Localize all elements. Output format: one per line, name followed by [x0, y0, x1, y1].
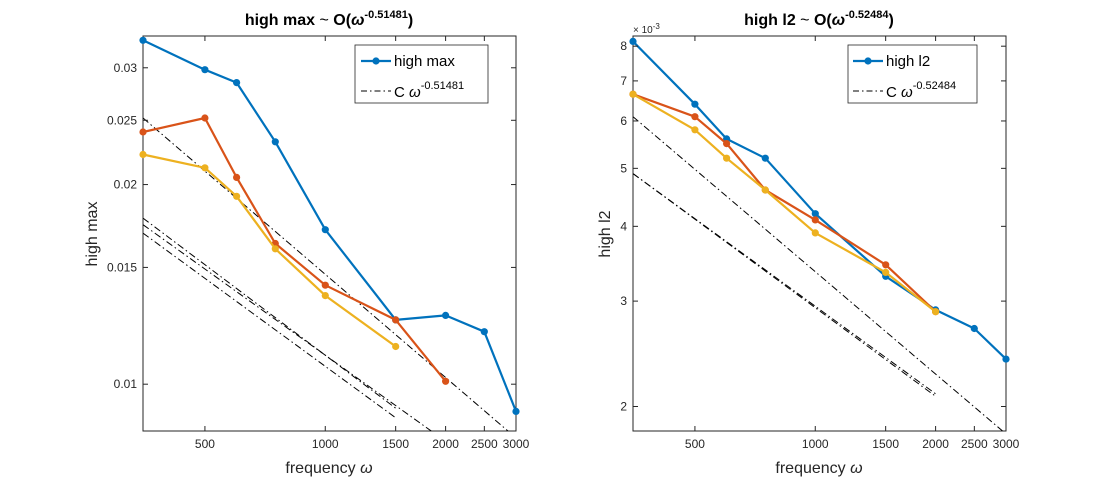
- y-tick-label: 4: [620, 219, 627, 233]
- y-tick-label: 6: [620, 114, 627, 128]
- legend-label-reference: C ω-0.52484: [886, 80, 956, 101]
- reference-lines: [633, 116, 1004, 431]
- data-point-orange: [691, 113, 699, 121]
- x-tick-label: 500: [195, 437, 215, 451]
- x-tick-label: 1500: [382, 437, 409, 451]
- y-axis-label: high l2: [597, 210, 614, 257]
- data-point-blue: [512, 407, 520, 415]
- reference-lines: [143, 117, 509, 431]
- data-point-orange: [139, 128, 147, 136]
- data-point-blue: [480, 328, 488, 336]
- chart-title: high l2 ~ O(ω-0.52484): [744, 9, 894, 29]
- x-tick-label: 2500: [961, 437, 988, 451]
- data-point-blue: [321, 226, 329, 234]
- data-point-orange: [201, 114, 209, 122]
- y-tick-label: 0.015: [107, 260, 137, 274]
- legend: high l2 C ω-0.52484: [847, 44, 978, 104]
- data-point-yellow: [201, 164, 209, 172]
- reference-line: [143, 217, 397, 409]
- data-point-blue: [629, 37, 637, 46]
- reference-line: [633, 116, 1004, 431]
- reference-line: [143, 117, 509, 431]
- data-point-yellow: [139, 150, 147, 159]
- data-point-yellow: [321, 292, 329, 300]
- y-tick-label: 7: [620, 74, 627, 88]
- reference-line: [633, 173, 936, 397]
- data-series: [139, 36, 520, 415]
- legend-marker-high-l2: [864, 57, 872, 65]
- x-tick-label: 1500: [872, 437, 899, 451]
- data-point-yellow: [761, 186, 769, 194]
- data-point-blue: [442, 311, 450, 319]
- x-tick-label: 2000: [432, 437, 459, 451]
- y-axis-label: high max: [84, 202, 101, 267]
- data-point-blue: [201, 66, 209, 74]
- y-tick-label: 5: [620, 161, 627, 175]
- data-point-blue: [761, 154, 769, 162]
- legend-label-high-l2: high l2: [886, 53, 930, 70]
- data-point-blue: [811, 210, 819, 218]
- data-point-blue: [233, 79, 241, 87]
- y-tick-label: 8: [620, 39, 627, 53]
- data-point-blue: [1002, 355, 1010, 363]
- data-point-orange: [442, 377, 450, 385]
- legend-box: [847, 44, 978, 104]
- legend-box: [354, 44, 489, 104]
- data-point-yellow: [691, 126, 699, 134]
- x-tick-label: 1000: [312, 437, 339, 451]
- data-point-yellow: [233, 192, 241, 200]
- legend-marker-high-max: [372, 57, 380, 65]
- data-point-yellow: [629, 90, 637, 98]
- data-point-yellow: [723, 154, 731, 162]
- y-tick-label: 0.02: [114, 178, 138, 192]
- data-point-blue: [271, 138, 279, 146]
- axis-ticks: 500 1000 1500 2000 2500 3000 2 3 4 5 6 7 8: [620, 36, 1020, 451]
- data-point-orange: [811, 216, 819, 224]
- chart-panel-high-max: 500 1000 1500 2000 2500 3000 0.01 0.015 0.02 0.02…: [84, 9, 530, 477]
- data-point-blue: [970, 324, 978, 333]
- chart-title: high max ~ O(ω-0.51481): [245, 9, 413, 29]
- y-tick-label: 0.01: [114, 377, 138, 391]
- data-point-yellow: [932, 308, 940, 316]
- series-line-yellow: [142, 153, 397, 348]
- y-tick-label: 3: [620, 294, 627, 308]
- data-point-blue: [139, 36, 147, 44]
- data-point-orange: [392, 316, 400, 324]
- data-series: [629, 37, 1010, 363]
- reference-line: [143, 224, 433, 431]
- x-tick-label: 3000: [503, 437, 530, 451]
- data-point-orange: [723, 140, 731, 148]
- legend: high max C ω-0.51481: [354, 44, 489, 104]
- data-point-yellow: [811, 229, 819, 237]
- x-tick-label: 2500: [471, 437, 498, 451]
- data-point-yellow: [392, 342, 400, 351]
- data-point-yellow: [271, 245, 279, 253]
- axis-ticks: 500 1000 1500 2000 2500 3000 0.01 0.015 0.02 0.02…: [107, 36, 530, 451]
- x-tick-label: 500: [685, 437, 705, 451]
- data-point-orange: [321, 281, 329, 289]
- x-tick-label: 1000: [802, 437, 829, 451]
- x-axis-label: frequency ω: [775, 460, 862, 477]
- legend-label-high-max: high max: [394, 53, 455, 70]
- chart-panel-high-l2: 500 1000 1500 2000 2500 3000 2 3 4 5 6 7 8 high l2 ~…: [597, 9, 1020, 477]
- data-point-blue: [691, 100, 699, 108]
- data-point-yellow: [882, 268, 890, 276]
- y-tick-label: 2: [620, 399, 627, 413]
- y-tick-label: 0.03: [114, 61, 138, 75]
- x-axis-label: frequency ω: [285, 460, 372, 477]
- x-tick-label: 2000: [922, 437, 949, 451]
- legend-label-reference: C ω-0.51481: [394, 80, 464, 101]
- y-axis-exponent: × 10-3: [633, 22, 660, 36]
- x-tick-label: 3000: [993, 437, 1020, 451]
- y-tick-label: 0.025: [107, 113, 137, 127]
- data-point-orange: [882, 261, 890, 269]
- data-point-orange: [233, 173, 241, 181]
